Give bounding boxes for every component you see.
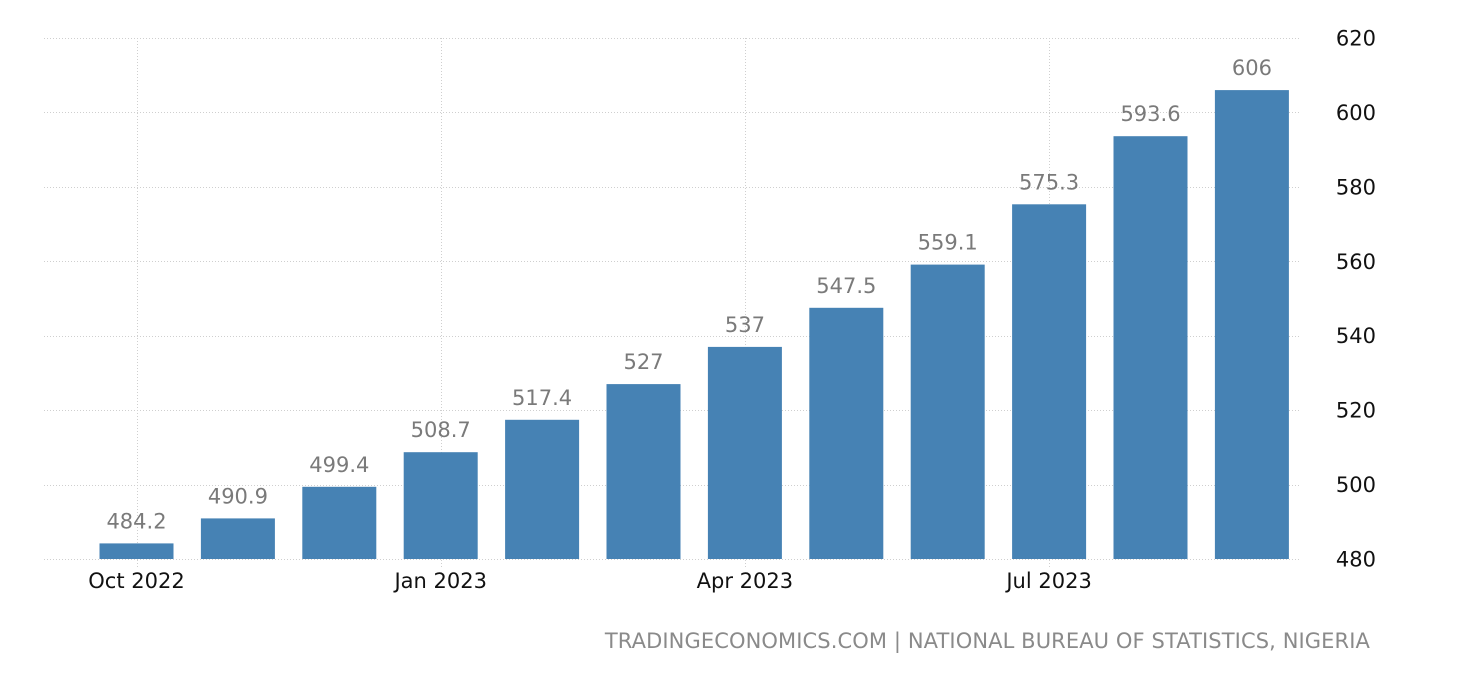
bar [505,419,580,559]
data-label: 490.9 [208,484,268,508]
data-label: 547.5 [816,274,876,298]
data-label: 517.4 [512,386,572,410]
data-label: 527 [623,350,663,374]
y-tick-label: 560 [1336,250,1376,274]
data-label: 559.1 [918,231,978,255]
bar [606,384,681,559]
y-axis: 480 500 520 540 560 580 600 620 [1336,27,1376,572]
bar [1113,136,1188,559]
data-label: 508.7 [411,418,471,442]
data-label: 499.4 [309,453,369,477]
bar [403,452,478,559]
y-tick-label: 620 [1336,27,1376,51]
data-label: 484.2 [106,509,166,533]
bars [99,90,1289,560]
bar [910,264,985,559]
x-tick-label: Jul 2023 [1004,569,1091,593]
bar [1012,204,1087,560]
bar [200,518,275,559]
bar [1214,90,1289,559]
x-axis: Oct 2022 Jan 2023 Apr 2023 Jul 2023 [88,569,1092,593]
y-tick-label: 600 [1336,101,1376,125]
x-tick-label: Oct 2022 [88,569,184,593]
source-attribution: TRADINGECONOMICS.COM | NATIONAL BUREAU O… [604,629,1370,653]
bar [302,486,377,559]
y-tick-label: 480 [1336,548,1376,572]
x-tick-label: Apr 2023 [697,569,793,593]
data-label: 537 [725,313,765,337]
x-tick-label: Jan 2023 [392,569,487,593]
data-label: 606 [1232,56,1272,80]
data-label: 593.6 [1120,102,1180,126]
data-labels: 484.2 490.9 499.4 508.7 517.4 527 537 547.5 559.… [106,56,1272,533]
bar [809,307,884,559]
y-tick-label: 500 [1336,473,1376,497]
y-tick-label: 520 [1336,399,1376,423]
bar [707,346,782,559]
bar [99,543,174,559]
data-label: 575.3 [1019,170,1079,194]
y-tick-label: 580 [1336,175,1376,199]
y-tick-label: 540 [1336,324,1376,348]
